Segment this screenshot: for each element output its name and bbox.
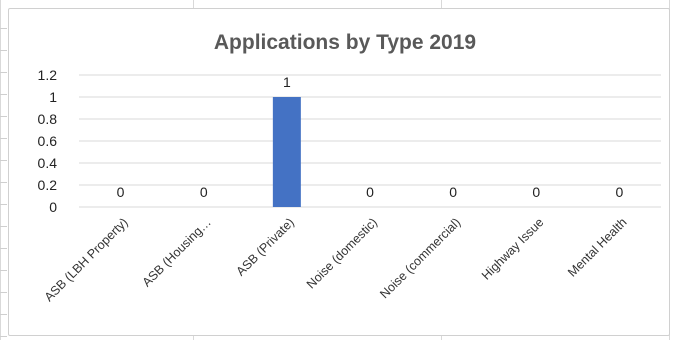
data-label: 1 [283, 74, 291, 90]
chart-area[interactable]: Applications by Type 2019 0 0.2 0.4 0.6 0.8 1… [8, 8, 670, 336]
x-tick-label: Noise (domestic) [304, 215, 380, 291]
row-tick [0, 28, 7, 29]
y-tick-label: 0.2 [38, 177, 58, 193]
sheet-gridline [441, 0, 442, 8]
data-label: 0 [532, 184, 540, 200]
row-tick [0, 72, 7, 73]
row-tick [0, 204, 7, 205]
y-tick-label: 1 [49, 89, 57, 105]
data-label: 0 [366, 184, 374, 200]
x-axis: ASB (LBH Property) ASB (Housing… ASB (Priv… [42, 215, 630, 304]
row-tick [0, 50, 7, 51]
data-label: 0 [616, 184, 624, 200]
row-tick [0, 270, 7, 271]
row-tick [0, 160, 7, 161]
data-label: 0 [117, 184, 125, 200]
y-tick-label: 0.4 [38, 155, 58, 171]
y-tick-label: 0.6 [38, 133, 58, 149]
sheet-gridline [441, 334, 442, 340]
data-label: 0 [449, 184, 457, 200]
bars [272, 97, 301, 207]
sheet-gridline [0, 0, 1, 340]
x-tick-label: Mental Health [565, 215, 629, 279]
row-tick [0, 314, 7, 315]
gridlines [79, 74, 661, 208]
row-tick [0, 116, 7, 117]
row-tick [0, 226, 7, 227]
row-tick [0, 292, 7, 293]
sheet-gridline [193, 0, 194, 8]
row-tick [0, 248, 7, 249]
x-tick-label: Highway Issue [479, 215, 546, 282]
data-label: 0 [200, 184, 208, 200]
row-tick [0, 336, 7, 337]
y-tick-label: 0 [49, 199, 57, 215]
data-labels: 0 0 1 0 0 0 0 [117, 74, 624, 200]
x-tick-label: ASB (Housing… [140, 215, 214, 289]
y-tick-label: 0.8 [38, 111, 58, 127]
x-tick-label: Noise (commercial) [377, 215, 463, 301]
y-axis: 0 0.2 0.4 0.6 0.8 1 1.2 [38, 67, 58, 215]
bar-chart: Applications by Type 2019 0 0.2 0.4 0.6 0.8 1… [38, 31, 661, 304]
x-tick-label: ASB (Private) [234, 215, 297, 278]
chart-title: Applications by Type 2019 [214, 31, 476, 54]
y-tick-label: 1.2 [38, 67, 58, 83]
row-tick [0, 94, 7, 95]
sheet-gridline [193, 334, 194, 340]
row-tick [0, 182, 7, 183]
x-tick-label: ASB (LBH Property) [42, 215, 131, 304]
row-tick [0, 138, 7, 139]
bar [272, 97, 301, 207]
